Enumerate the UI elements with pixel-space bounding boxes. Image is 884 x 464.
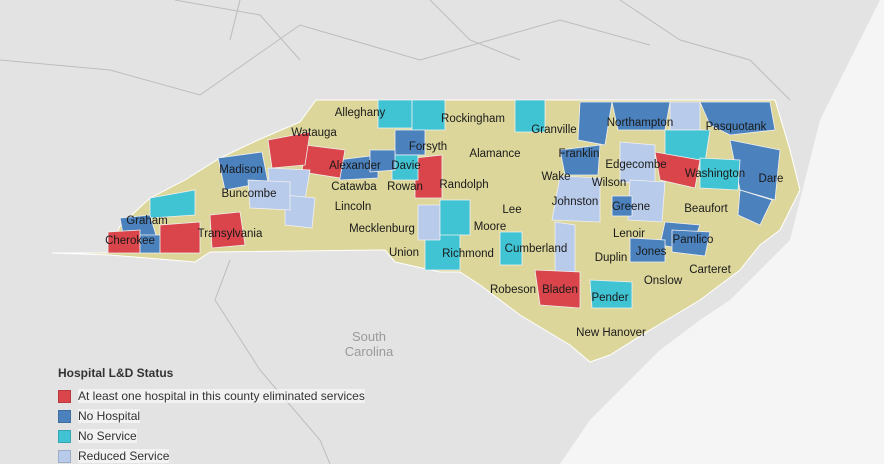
label-layer: Alleghany Rockingham Watauga Granville North… xyxy=(105,107,783,339)
county-iredell-area[interactable] xyxy=(369,149,396,173)
county-label-pender: Pender xyxy=(591,292,628,304)
county-washington-area[interactable] xyxy=(699,157,741,191)
county-martin-area[interactable] xyxy=(654,151,701,189)
county-label-cherokee: Cherokee xyxy=(105,235,155,247)
county-jones-area[interactable] xyxy=(629,237,666,263)
county-label-union: Union xyxy=(389,247,419,259)
county-label-carteret: Carteret xyxy=(689,264,731,276)
legend-item-eliminated[interactable]: At least one hospital in this county eli… xyxy=(58,386,365,406)
county-greene-area[interactable] xyxy=(611,195,633,217)
county-label-madison: Madison xyxy=(219,164,262,176)
county-label-transylvania: Transylvania xyxy=(198,228,263,240)
region-label-line2: Carolina xyxy=(345,344,394,359)
county-harnett-area[interactable] xyxy=(499,231,523,266)
county-label-edgecombe: Edgecombe xyxy=(605,159,666,171)
county-label-lincoln: Lincoln xyxy=(335,201,371,213)
county-label-northampton: Northampton xyxy=(607,117,673,129)
county-label-alamance: Alamance xyxy=(469,148,520,160)
legend-label: No Hospital xyxy=(78,409,141,423)
county-surry-area[interactable] xyxy=(411,99,446,131)
county-vance-area[interactable] xyxy=(577,101,613,146)
county-label-pasquotank: Pasquotank xyxy=(706,121,767,133)
county-label-buncombe: Buncombe xyxy=(222,188,277,200)
county-transylvania-area[interactable] xyxy=(209,211,246,249)
county-rutherford-area[interactable] xyxy=(284,194,316,229)
county-label-mecklenburg: Mecklenburg xyxy=(349,223,415,235)
county-pasquotank-area[interactable] xyxy=(699,101,776,136)
county-label-cumberland: Cumberland xyxy=(505,243,568,255)
county-buncombe-area[interactable] xyxy=(247,179,291,211)
county-label-forsyth: Forsyth xyxy=(409,141,447,153)
county-label-franklin: Franklin xyxy=(559,148,600,160)
county-label-lenoir: Lenoir xyxy=(613,228,645,240)
county-label-washington: Washington xyxy=(685,168,745,180)
legend: Hospital L&D Status At least one hospita… xyxy=(58,366,365,464)
county-label-greene: Greene xyxy=(612,201,650,213)
county-label-catawba: Catawba xyxy=(331,181,377,193)
county-person-area[interactable] xyxy=(514,99,546,133)
county-label-alexander: Alexander xyxy=(329,160,381,172)
county-label-rockingham: Rockingham xyxy=(441,113,505,125)
county-macon-area[interactable] xyxy=(159,221,201,254)
county-johnston-area[interactable] xyxy=(551,175,601,223)
county-hyde-area[interactable] xyxy=(737,189,773,226)
county-label-moore: Moore xyxy=(474,221,507,233)
legend-label: Reduced Service xyxy=(78,449,170,463)
county-pamlico-area[interactable] xyxy=(671,229,711,257)
legend-swatch xyxy=(58,429,71,443)
county-label-granville: Granville xyxy=(531,124,576,136)
county-label-rowan: Rowan xyxy=(387,181,423,193)
county-label-johnston: Johnston xyxy=(552,196,599,208)
county-label-wake: Wake xyxy=(542,171,571,183)
county-stanly-area[interactable] xyxy=(417,204,441,241)
county-label-jones: Jones xyxy=(636,246,667,258)
county-label-randolph: Randolph xyxy=(439,179,488,191)
county-label-robeson: Robeson xyxy=(490,284,536,296)
legend-title: Hospital L&D Status xyxy=(58,366,174,380)
legend-item-no-hospital[interactable]: No Hospital xyxy=(58,406,365,426)
county-label-alleghany: Alleghany xyxy=(335,107,386,119)
county-yadkin-area[interactable] xyxy=(394,129,426,156)
county-hertford-area[interactable] xyxy=(669,101,701,131)
county-swain-area[interactable] xyxy=(149,189,196,219)
south-carolina-label: South Carolina xyxy=(345,329,394,359)
county-montgomery-area[interactable] xyxy=(439,199,471,236)
region-label-line1: South xyxy=(352,329,386,344)
county-label-richmond: Richmond xyxy=(442,248,494,260)
county-label-watauga: Watauga xyxy=(291,127,337,139)
county-bladen-area[interactable] xyxy=(534,269,581,309)
county-label-wilson: Wilson xyxy=(592,177,627,189)
legend-label: At least one hospital in this county eli… xyxy=(78,389,365,403)
county-label-lee: Lee xyxy=(502,204,521,216)
legend-item-no-service[interactable]: No Service xyxy=(58,426,365,446)
county-label-graham: Graham xyxy=(126,215,168,227)
county-davie-area[interactable] xyxy=(391,154,419,181)
county-watauga-area[interactable] xyxy=(267,131,311,169)
legend-swatch xyxy=(58,409,71,423)
county-label-onslow: Onslow xyxy=(644,275,683,287)
ocean-area xyxy=(560,0,884,464)
legend-swatch xyxy=(58,389,71,403)
legend-swatch xyxy=(58,449,71,463)
legend-label: No Service xyxy=(78,429,137,443)
county-davidson-area[interactable] xyxy=(414,154,443,199)
county-label-new-hanover: New Hanover xyxy=(576,327,646,339)
county-label-beaufort: Beaufort xyxy=(684,203,728,215)
county-franklin-area[interactable] xyxy=(559,144,601,176)
legend-item-reduced-service[interactable]: Reduced Service xyxy=(58,446,365,464)
county-label-bladen: Bladen xyxy=(542,284,578,296)
county-layer xyxy=(107,99,781,309)
county-label-dare: Dare xyxy=(759,173,784,185)
county-label-duplin: Duplin xyxy=(595,252,628,264)
base-map-lines xyxy=(0,0,791,464)
county-label-pamlico: Pamlico xyxy=(673,234,714,246)
county-pender-area[interactable] xyxy=(589,279,633,309)
county-label-davie: Davie xyxy=(391,160,420,172)
